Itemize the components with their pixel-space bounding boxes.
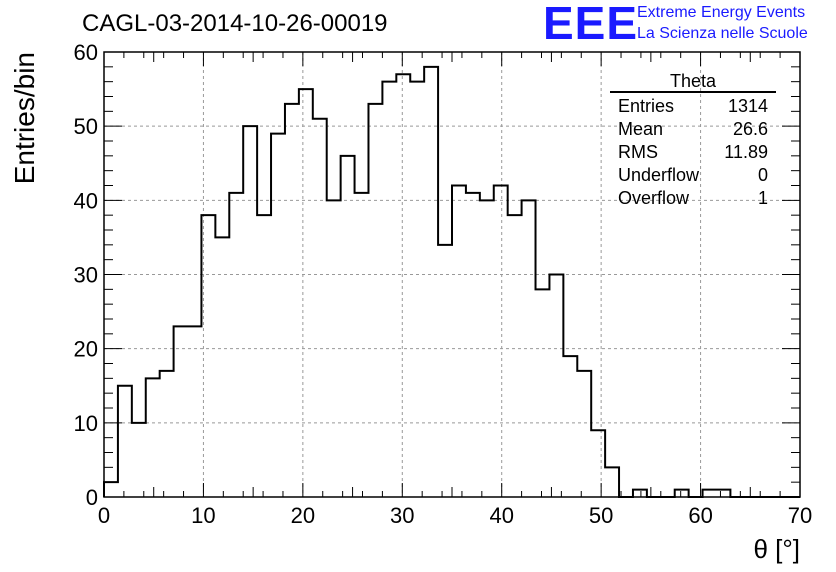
histogram-bin — [480, 200, 494, 497]
stats-value: 1 — [757, 188, 768, 208]
histogram-bin — [633, 490, 647, 497]
y-tick-label: 20 — [74, 337, 98, 362]
stats-label: Mean — [618, 119, 664, 139]
histogram-bin — [703, 490, 717, 497]
histogram-bin — [271, 134, 285, 497]
histogram-bin — [382, 82, 396, 497]
x-tick-label: 40 — [489, 503, 513, 528]
histogram-bin — [675, 490, 689, 497]
histogram-bin — [355, 193, 369, 497]
histogram-bin — [299, 89, 313, 497]
histogram-bin — [285, 104, 299, 497]
histogram-bin — [327, 200, 341, 497]
histogram-bin — [549, 275, 563, 498]
histogram-bin — [215, 237, 229, 497]
stats-value: 11.89 — [724, 142, 768, 162]
stats-value: 1314 — [727, 96, 768, 116]
histogram-bin — [605, 467, 619, 497]
stats-row-mean: Mean 26.6 — [610, 118, 776, 141]
stats-title: Theta — [610, 71, 776, 93]
histogram-bin — [522, 200, 536, 497]
stats-label: RMS — [618, 142, 658, 162]
histogram-bin — [188, 326, 202, 497]
histogram-bin — [313, 119, 327, 497]
histogram-bin — [118, 386, 132, 497]
histogram-bin — [160, 371, 174, 497]
histogram-bin — [563, 356, 577, 497]
stats-label: Overflow — [618, 188, 690, 208]
histogram-series — [103, 65, 800, 498]
stats-value: 0 — [757, 165, 768, 185]
histogram-bin — [243, 126, 257, 497]
stats-value: 26.6 — [732, 119, 768, 139]
histogram-bin — [508, 215, 522, 497]
axis-ticks — [103, 51, 801, 498]
histogram-bin — [132, 423, 146, 497]
x-tick-label: 70 — [788, 503, 812, 528]
histogram-bin — [174, 326, 188, 497]
histogram-bin — [438, 245, 452, 497]
histogram-bin — [396, 74, 410, 497]
histogram-bin — [494, 186, 508, 498]
chart-title: CAGL-03-2014-10-26-00019 — [82, 10, 388, 37]
x-tick-label: 30 — [390, 503, 414, 528]
stats-label: Entries — [618, 96, 675, 116]
stats-row-rms: RMS 11.89 — [610, 141, 776, 164]
x-tick-label: 0 — [98, 503, 110, 528]
histogram-bin — [201, 215, 215, 497]
x-tick-label: 10 — [191, 503, 215, 528]
histogram-bin — [341, 156, 355, 497]
logo-mark: EEE — [543, 0, 639, 49]
y-tick-label: 30 — [74, 263, 98, 288]
stats-row-entries: Entries 1314 — [610, 95, 776, 118]
y-tick-label: 60 — [74, 40, 98, 65]
histogram-bin — [257, 215, 271, 497]
histogram-bin — [424, 67, 438, 497]
y-tick-label: 40 — [74, 188, 98, 213]
stats-label: Underflow — [618, 165, 700, 185]
histogram-bin — [716, 490, 730, 497]
histogram-bin — [577, 371, 591, 497]
stats-box: Theta Entries 1314 Mean 26.6 RMS 11.89 U… — [610, 71, 776, 210]
logo-text-line2: La Scienza nelle Scuole — [637, 25, 808, 42]
histogram-bin — [452, 186, 466, 498]
x-tick-label: 60 — [688, 503, 712, 528]
x-tick-label: 50 — [589, 503, 613, 528]
y-axis-label: Entries/bin — [9, 52, 40, 184]
stats-row-underflow: Underflow 0 — [610, 164, 776, 187]
y-tick-label: 50 — [74, 114, 98, 139]
y-tick-label: 10 — [74, 411, 98, 436]
stats-row-overflow: Overflow 1 — [610, 187, 776, 210]
histogram-bin — [146, 378, 160, 497]
logo-text-line1: Extreme Energy Events — [637, 4, 806, 21]
histogram-bin — [466, 193, 480, 497]
histogram-bin — [229, 193, 243, 497]
histogram-bin — [536, 289, 550, 497]
y-tick-label: 0 — [86, 485, 98, 510]
x-axis-label: θ [°] — [753, 534, 800, 564]
x-tick-label: 20 — [291, 503, 315, 528]
histogram-bin — [368, 104, 382, 497]
histogram-bin — [104, 482, 118, 497]
histogram-bin — [410, 82, 424, 497]
histogram-bin — [591, 430, 605, 497]
